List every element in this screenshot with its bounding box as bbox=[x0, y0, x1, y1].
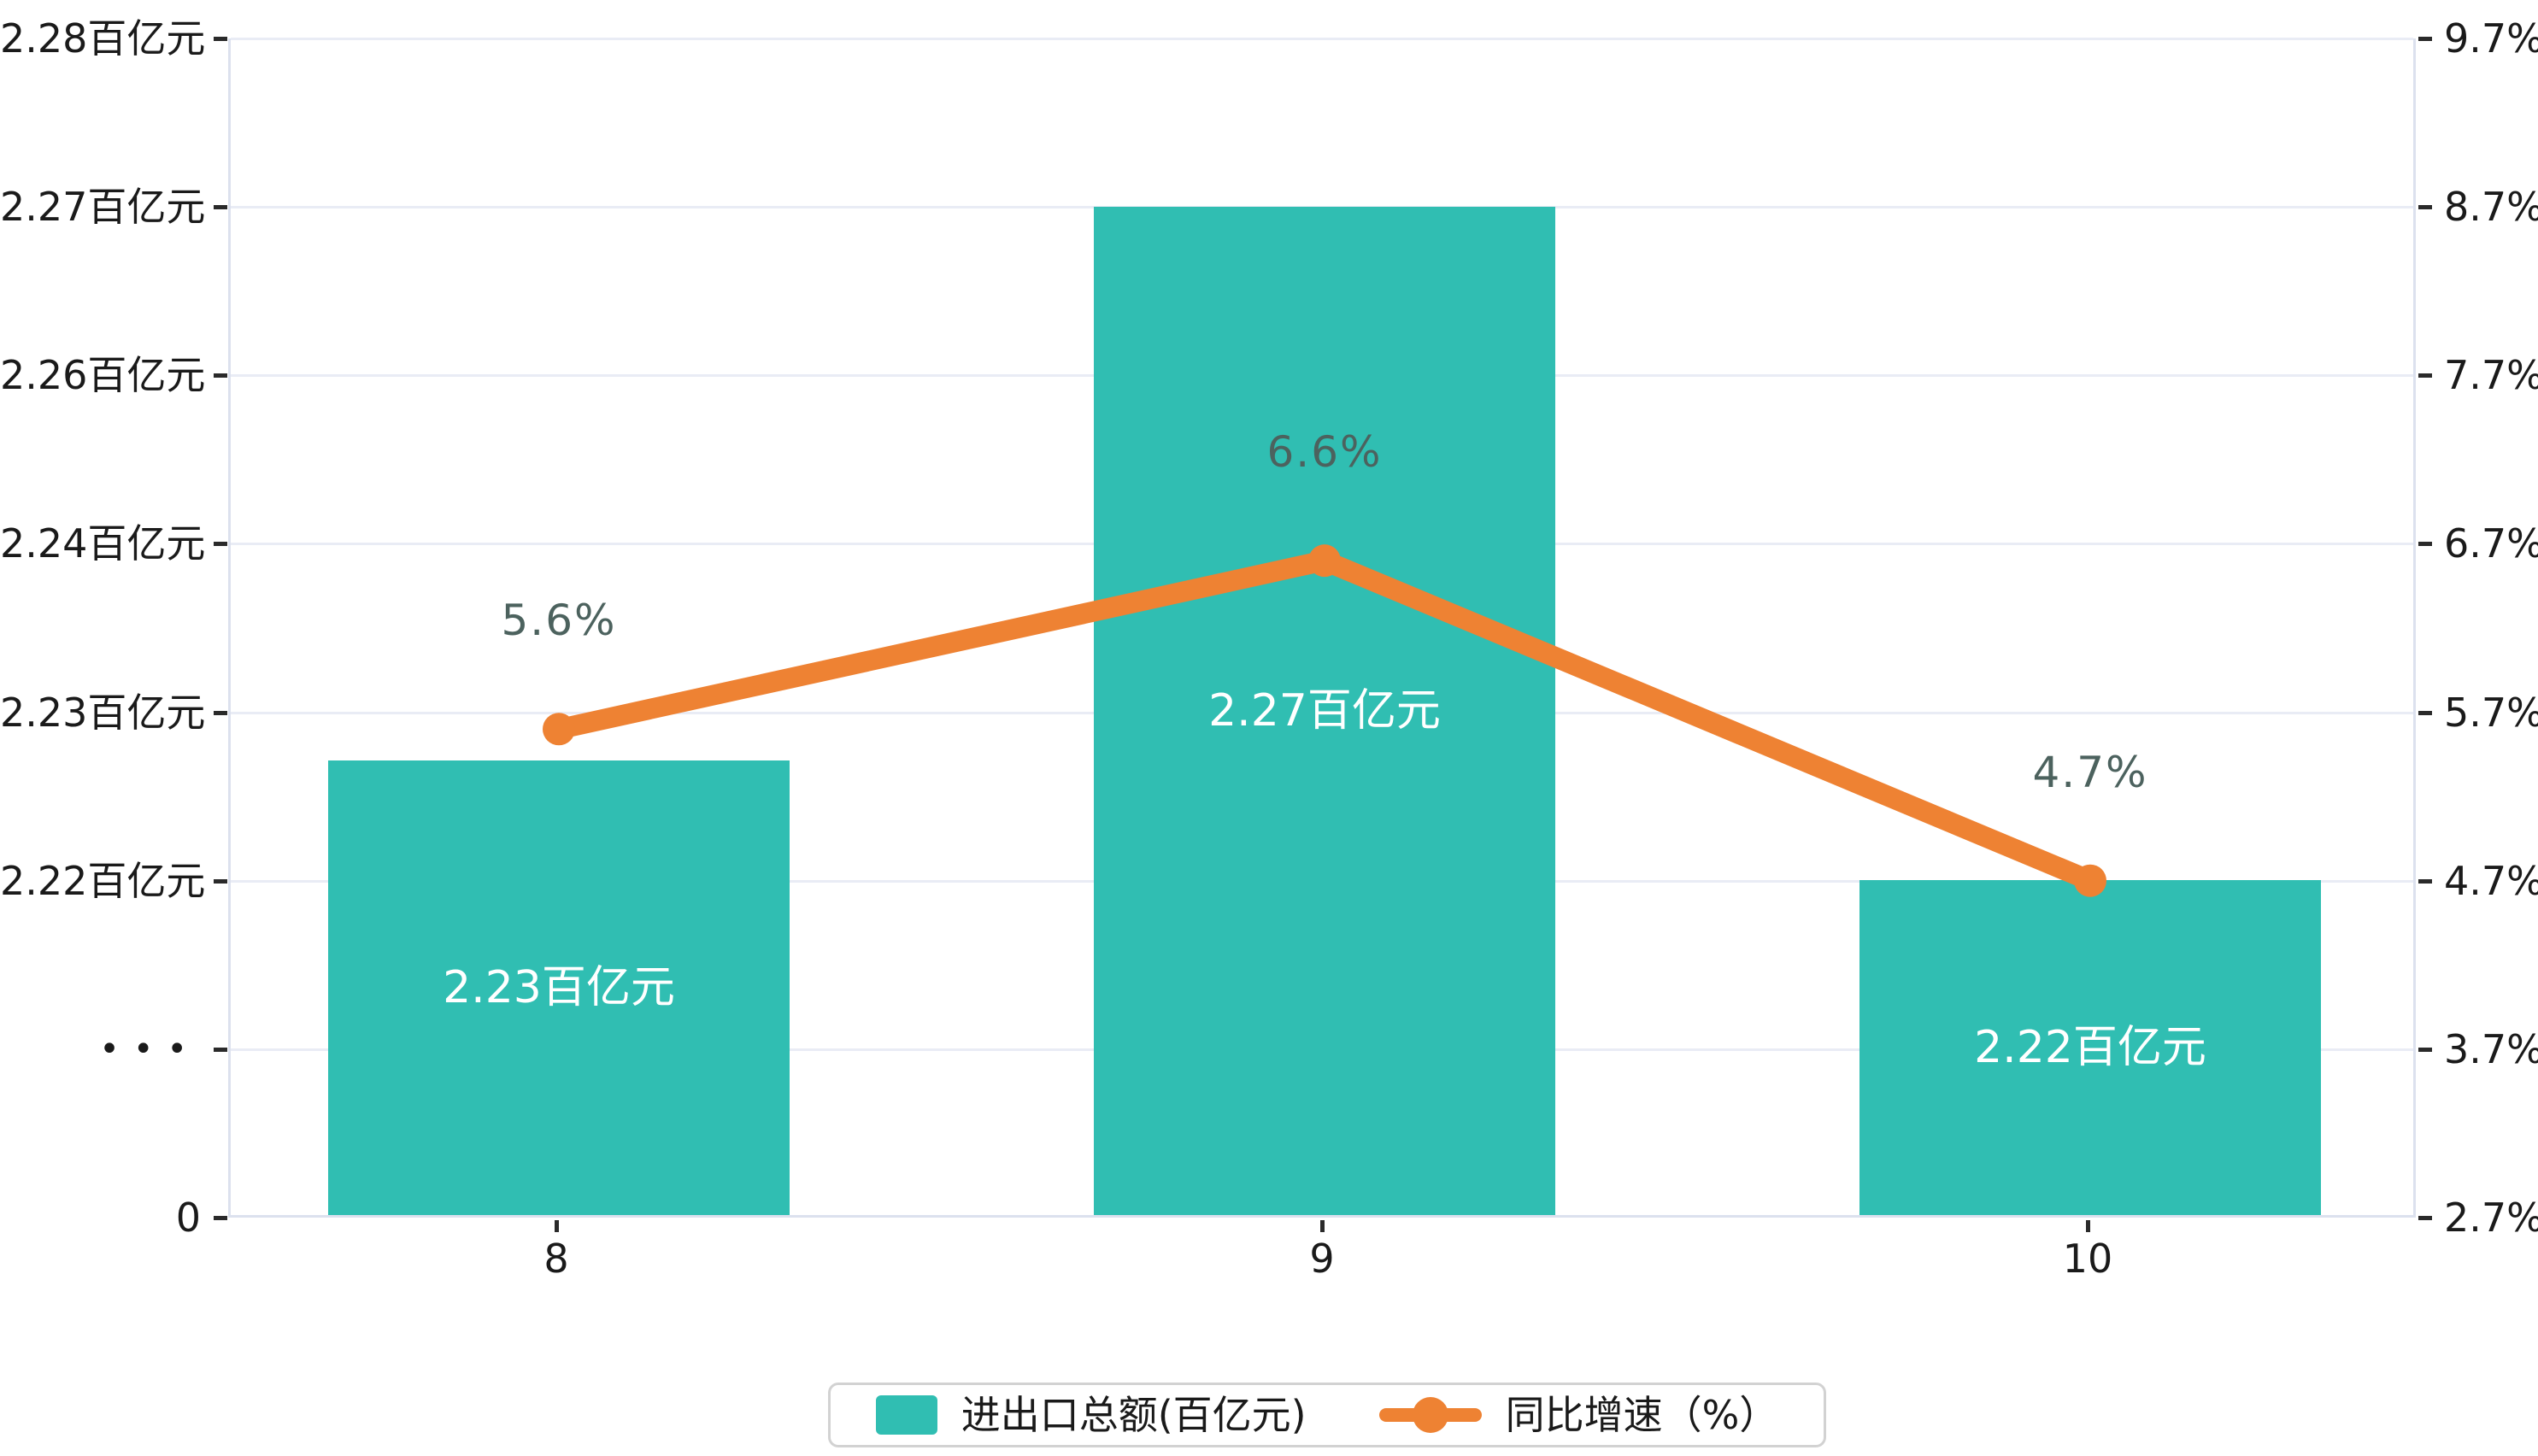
gridline bbox=[231, 38, 2413, 40]
y-axis-tick-right bbox=[2418, 1047, 2432, 1052]
y-axis-label-left: 2.23百亿元 bbox=[0, 689, 206, 736]
x-axis-tick bbox=[555, 1220, 559, 1232]
line-data-point[interactable] bbox=[543, 713, 575, 746]
y-axis-label-left: 2.22百亿元 bbox=[0, 857, 206, 904]
y-axis-tick-left bbox=[214, 1216, 227, 1220]
y-axis-tick-left bbox=[214, 205, 227, 210]
y-axis-tick-right bbox=[2418, 37, 2432, 41]
y-axis-label-right: 6.7% bbox=[2444, 520, 2538, 567]
y-axis-tick-left bbox=[214, 1047, 227, 1052]
y-axis-label-left: ••• bbox=[99, 1029, 201, 1069]
y-axis-tick-left bbox=[214, 542, 227, 547]
y-axis-label-left: 2.28百亿元 bbox=[0, 15, 206, 62]
bar-value-label: 2.27百亿元 bbox=[1208, 685, 1441, 737]
y-axis-label-right: 7.7% bbox=[2444, 352, 2538, 399]
y-axis-label-right: 5.7% bbox=[2444, 689, 2538, 736]
y-axis-tick-left bbox=[214, 373, 227, 379]
y-axis-tick-right bbox=[2418, 373, 2432, 379]
legend: 进出口总额(百亿元) 同比增速（%） bbox=[828, 1383, 1826, 1447]
bar[interactable]: 2.23百亿元 bbox=[327, 760, 790, 1215]
y-axis-tick-left bbox=[214, 37, 227, 41]
x-axis-label: 10 bbox=[2062, 1236, 2113, 1282]
y-axis-tick-left bbox=[214, 878, 227, 884]
line-series-marker-icon bbox=[1378, 1395, 1482, 1435]
y-axis-label-left: 2.27百亿元 bbox=[0, 184, 206, 231]
y-axis-label-left: 0 bbox=[175, 1195, 201, 1241]
bar-series-swatch-icon bbox=[875, 1395, 937, 1435]
legend-label-bar-series: 进出口总额(百亿元) bbox=[961, 1392, 1307, 1438]
y-axis-label-right: 4.7% bbox=[2444, 857, 2538, 904]
y-axis-tick-right bbox=[2418, 205, 2432, 210]
y-axis-label-left: 2.26百亿元 bbox=[0, 352, 206, 399]
bar-value-label: 2.22百亿元 bbox=[1974, 1022, 2206, 1074]
bar[interactable]: 2.27百亿元 bbox=[1093, 207, 1556, 1215]
legend-item-bar-series[interactable]: 进出口总额(百亿元) bbox=[875, 1392, 1307, 1438]
line-value-label: 4.7% bbox=[2032, 747, 2148, 797]
y-axis-tick-right bbox=[2418, 878, 2432, 884]
x-axis-label: 8 bbox=[543, 1236, 569, 1282]
y-axis-label-right: 8.7% bbox=[2444, 184, 2538, 231]
y-axis-tick-right bbox=[2418, 1216, 2432, 1220]
x-axis-tick bbox=[2086, 1220, 2090, 1232]
x-axis-tick bbox=[1320, 1220, 1325, 1232]
line-value-label: 5.6% bbox=[501, 596, 617, 646]
y-axis-label-right: 9.7% bbox=[2444, 15, 2538, 62]
y-axis-label-right: 2.7% bbox=[2444, 1195, 2538, 1241]
y-axis-tick-right bbox=[2418, 710, 2432, 715]
y-axis-tick-left bbox=[214, 710, 227, 715]
y-axis-label-left: 2.24百亿元 bbox=[0, 520, 206, 567]
line-marker-dot bbox=[1412, 1397, 1448, 1433]
x-axis-label: 9 bbox=[1309, 1236, 1335, 1282]
bar[interactable]: 2.22百亿元 bbox=[1859, 880, 2322, 1215]
legend-label-line-series: 同比增速（%） bbox=[1505, 1392, 1779, 1438]
legend-item-line-series[interactable]: 同比增速（%） bbox=[1378, 1392, 1779, 1438]
y-axis-label-right: 3.7% bbox=[2444, 1025, 2538, 1072]
plot-area: 2.23百亿元 2.27百亿元 2.22百亿元 5.6% 6.6% 4.7% bbox=[228, 38, 2416, 1218]
y-axis-tick-right bbox=[2418, 542, 2432, 547]
line-value-label: 6.6% bbox=[1266, 427, 1383, 478]
bar-value-label: 2.23百亿元 bbox=[443, 961, 675, 1013]
